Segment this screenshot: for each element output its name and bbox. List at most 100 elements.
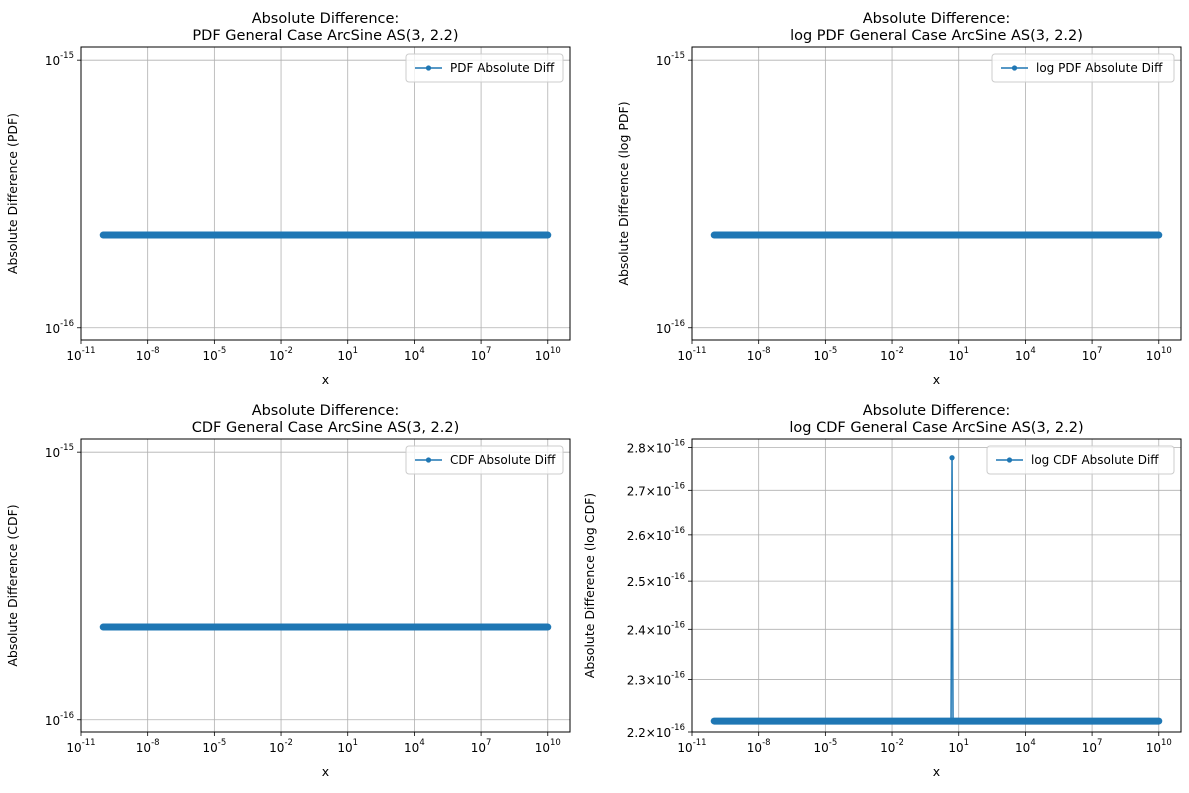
x-tick-label: 10-2 [880, 738, 904, 755]
legend-marker-swatch [425, 65, 432, 71]
y-tick-label: 10-16 [45, 319, 74, 336]
x-tick-label: 10-11 [66, 738, 95, 755]
chart-subtitle: log CDF General Case ArcSine AS(3, 2.2) [789, 420, 1083, 436]
grid [80, 47, 570, 340]
axes-frame [80, 46, 571, 341]
x-tick-label: 104 [1015, 738, 1036, 755]
y-axis-ticks: 10-16 10-15 [45, 443, 81, 728]
x-tick-label: 10-8 [136, 346, 160, 363]
legend-box [991, 53, 1175, 83]
legend-marker-swatch [1006, 457, 1013, 463]
axes-frame [691, 438, 1182, 733]
x-axis-ticks: 10-11 10-8 10-5 10-2 101 104 107 1010 [677, 340, 1172, 363]
x-axis-label: x [322, 372, 329, 387]
y-axis-ticks: 10-16 10-15 [656, 51, 692, 336]
chart-panel-3: 10-11 10-8 10-5 10-2 101 104 107 1010 10-16 10-15… [5, 403, 571, 779]
legend-entry: CDF Absolute Diff [450, 453, 556, 467]
y-axis-label: Absolute Difference (CDF) [5, 504, 20, 666]
legend-entry: log CDF Absolute Diff [1031, 453, 1159, 467]
chart-panel-4: 10-11 10-8 10-5 10-2 101 104 107 10102.2×10-162… [582, 403, 1182, 779]
legend-box [405, 445, 564, 475]
x-tick-label: 10-5 [813, 346, 837, 363]
chart-title: Absolute Difference: [863, 403, 1011, 419]
chart-panel-1: 10-11 10-8 10-5 10-2 101 104 107 1010 10-16 10-15… [5, 11, 571, 387]
legend-marker-swatch [1011, 65, 1018, 71]
x-tick-label: 10-11 [677, 346, 706, 363]
y-axis-label: Absolute Difference (log PDF) [616, 101, 631, 285]
chart-subtitle: CDF General Case ArcSine AS(3, 2.2) [192, 420, 460, 436]
y-tick-label: 2.7×10-16 [627, 481, 685, 498]
x-axis-ticks: 10-11 10-8 10-5 10-2 101 104 107 1010 [66, 340, 561, 363]
spike-marker [949, 455, 955, 461]
legend-marker-swatch [425, 457, 432, 463]
grid [80, 439, 570, 732]
x-tick-label: 1010 [535, 738, 561, 755]
x-tick-label: 101 [337, 346, 358, 363]
legend: PDF Absolute Diff [405, 53, 564, 83]
grid [691, 47, 1181, 340]
y-tick-label: 10-15 [45, 443, 74, 460]
legend-box [986, 445, 1175, 475]
x-tick-label: 104 [404, 346, 425, 363]
y-tick-label: 10-16 [45, 711, 74, 728]
x-tick-label: 1010 [1146, 346, 1172, 363]
y-tick-label: 2.2×10-16 [627, 723, 685, 740]
x-tick-label: 10-5 [202, 738, 226, 755]
x-tick-label: 10-8 [136, 738, 160, 755]
series-line [710, 455, 1163, 725]
legend-entry: PDF Absolute Diff [450, 61, 555, 75]
y-axis-ticks: 10-16 10-15 [45, 51, 81, 336]
y-tick-label: 2.8×10-16 [627, 438, 685, 455]
y-tick-label: 10-16 [656, 319, 685, 336]
chart-title: Absolute Difference: [252, 11, 400, 27]
x-tick-label: 104 [404, 738, 425, 755]
y-tick-label: 10-15 [656, 51, 685, 68]
x-tick-label: 101 [948, 738, 969, 755]
axes-frame [80, 438, 571, 733]
y-axis-label: Absolute Difference (log CDF) [582, 493, 597, 678]
chart-panel-2: 10-11 10-8 10-5 10-2 101 104 107 1010 10-16 10-15… [616, 11, 1182, 387]
x-tick-label: 101 [948, 346, 969, 363]
x-tick-label: 10-5 [813, 738, 837, 755]
x-axis-ticks: 10-11 10-8 10-5 10-2 101 104 107 1010 [66, 732, 561, 755]
x-axis-ticks: 10-11 10-8 10-5 10-2 101 104 107 1010 [677, 732, 1172, 755]
x-tick-label: 107 [471, 346, 492, 363]
x-tick-label: 104 [1015, 346, 1036, 363]
grid [691, 439, 1181, 733]
chart-subtitle: PDF General Case ArcSine AS(3, 2.2) [192, 28, 458, 44]
x-tick-label: 10-2 [880, 346, 904, 363]
x-tick-label: 10-8 [747, 346, 771, 363]
legend: log PDF Absolute Diff [991, 53, 1175, 83]
y-tick-label: 10-15 [45, 51, 74, 68]
y-tick-label: 2.3×10-16 [627, 671, 685, 688]
x-tick-label: 1010 [1146, 738, 1172, 755]
x-tick-label: 10-11 [677, 738, 706, 755]
x-tick-label: 101 [337, 738, 358, 755]
chart-subtitle: log PDF General Case ArcSine AS(3, 2.2) [790, 28, 1083, 44]
x-tick-label: 1010 [535, 346, 561, 363]
y-axis-ticks: 2.2×10-16 2.3×10-16 2.4×10-16 2.5×10-16 2.6×… [627, 438, 692, 740]
legend: log CDF Absolute Diff [986, 445, 1175, 475]
y-axis-label: Absolute Difference (PDF) [5, 113, 20, 274]
legend: CDF Absolute Diff [405, 445, 564, 475]
legend-entry: log PDF Absolute Diff [1036, 61, 1163, 75]
axes-frame [691, 46, 1182, 341]
x-tick-label: 10-2 [269, 346, 293, 363]
x-tick-label: 10-5 [202, 346, 226, 363]
y-tick-label: 2.4×10-16 [627, 620, 685, 637]
y-tick-label: 2.5×10-16 [627, 572, 685, 589]
y-tick-label: 2.6×10-16 [627, 526, 685, 543]
x-tick-label: 107 [1082, 346, 1103, 363]
legend-box [405, 53, 564, 83]
x-axis-label: x [322, 764, 329, 779]
x-axis-label: x [933, 372, 940, 387]
chart-title: Absolute Difference: [863, 11, 1011, 27]
x-tick-label: 10-11 [66, 346, 95, 363]
x-tick-label: 107 [471, 738, 492, 755]
x-tick-label: 10-8 [747, 738, 771, 755]
x-tick-label: 107 [1082, 738, 1103, 755]
chart-title: Absolute Difference: [252, 403, 400, 419]
x-tick-label: 10-2 [269, 738, 293, 755]
